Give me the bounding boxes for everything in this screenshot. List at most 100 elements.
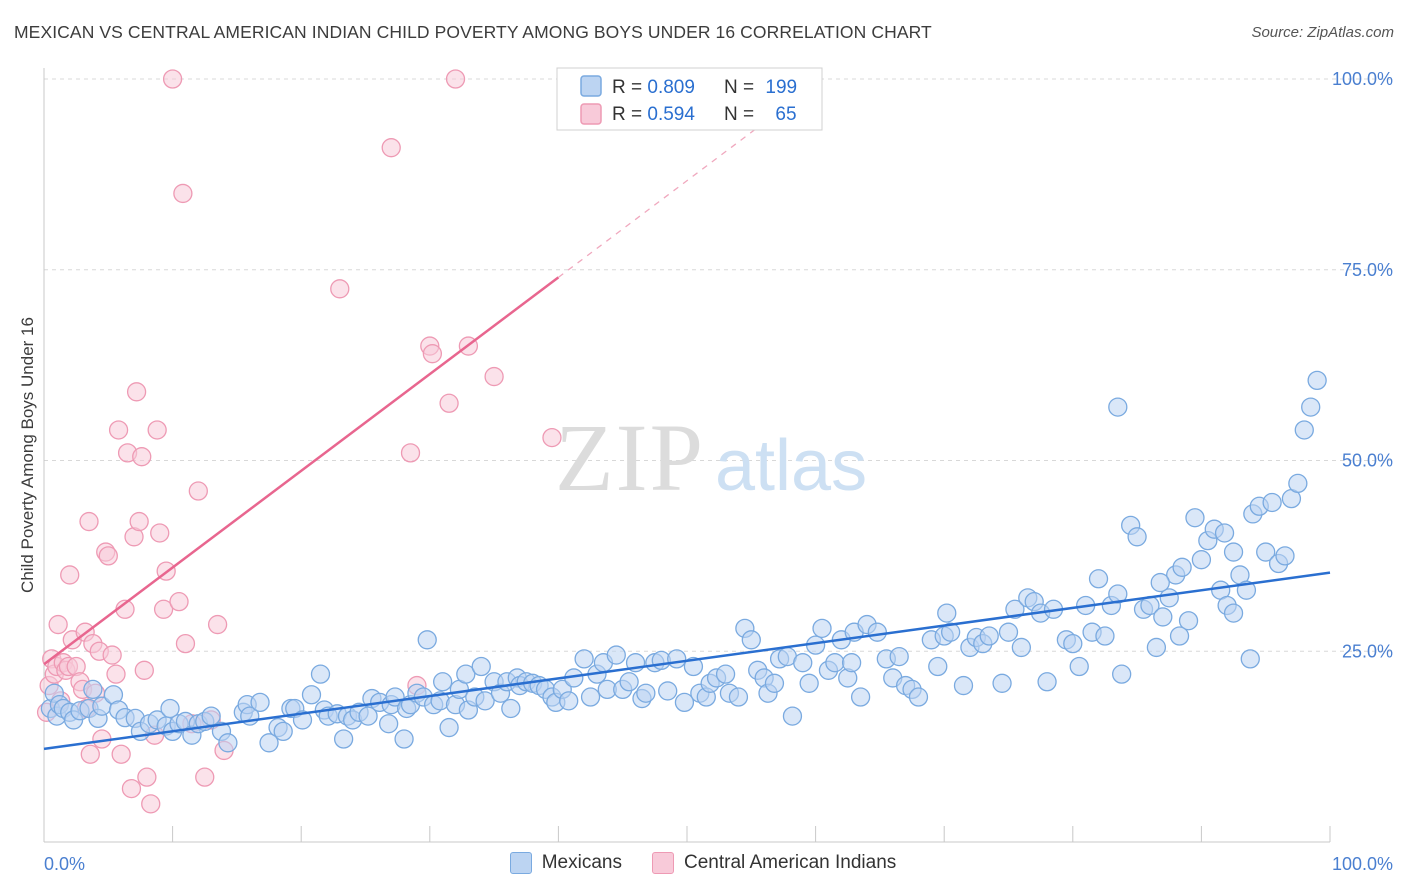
central-american-indians-point bbox=[162, 69, 183, 89]
mexicans-point bbox=[953, 675, 974, 696]
legend-item-central-american-indians: Central American Indians bbox=[651, 852, 897, 874]
mexicans-point bbox=[574, 649, 594, 669]
trend-lines bbox=[43, 78, 1331, 751]
mexicans-point bbox=[1262, 492, 1282, 513]
mexicans-points bbox=[40, 370, 1327, 753]
legend-r-label: R = bbox=[612, 104, 647, 125]
mexicans-point bbox=[867, 622, 887, 642]
mexicans-point bbox=[559, 691, 579, 711]
legend-swatch-central-american-indians bbox=[651, 852, 674, 874]
mexicans-point bbox=[471, 656, 491, 677]
mexicans-point bbox=[1214, 523, 1235, 543]
mexicans-point bbox=[83, 679, 103, 700]
legend-swatch-mexicans bbox=[580, 75, 602, 97]
legend-r-value: 0.594 bbox=[647, 104, 695, 125]
mexicans-point bbox=[728, 687, 749, 707]
mexicans-point bbox=[1088, 569, 1109, 589]
central-american-indians-point bbox=[542, 427, 562, 448]
mexicans-point bbox=[1037, 672, 1057, 692]
mexicans-point bbox=[292, 710, 313, 730]
mexicans-point bbox=[1307, 370, 1327, 391]
mexicans-point bbox=[998, 622, 1019, 642]
central-american-indians-point bbox=[79, 511, 99, 532]
mexicans-point bbox=[674, 692, 695, 713]
mexicans-point bbox=[667, 649, 687, 669]
stats-legend: R = 0.809 N = 199 R = 0.594 N = 65 bbox=[556, 67, 823, 131]
mexicans-point bbox=[218, 733, 238, 753]
mexicans-point bbox=[1223, 542, 1244, 562]
mexicans-point bbox=[1294, 420, 1314, 440]
central-american-indians-point bbox=[188, 481, 208, 501]
mexicans-point bbox=[658, 681, 678, 701]
central-american-indians-point bbox=[150, 523, 170, 543]
x-tick-label: 100.0% bbox=[1332, 854, 1393, 874]
mexicans-point bbox=[683, 656, 704, 677]
svg-text:N = 65: N = 65 bbox=[724, 104, 797, 125]
mexicans-point bbox=[433, 672, 453, 692]
mexicans-point bbox=[394, 729, 414, 749]
mexicans-point bbox=[1172, 557, 1192, 577]
mexicans-point bbox=[1185, 508, 1205, 528]
mexicans-point bbox=[301, 685, 322, 705]
mexicans-point bbox=[259, 733, 279, 753]
central-american-indians-point bbox=[129, 511, 149, 532]
mexicans-point bbox=[1256, 542, 1276, 562]
tick-labels: 25.0% 50.0% 75.0% 100.0% 0.0% 100.0% bbox=[44, 69, 1393, 874]
mexicans-point bbox=[201, 706, 221, 726]
central-american-indians-point bbox=[153, 599, 174, 619]
legend-n-label: N = bbox=[724, 104, 759, 125]
mexicans-trend-line bbox=[43, 571, 1331, 751]
mexicans-point bbox=[1112, 664, 1132, 684]
bottom-legend: Mexicans Central American Indians bbox=[0, 852, 1406, 874]
mexicans-point bbox=[1063, 633, 1083, 654]
mexicans-point bbox=[1153, 607, 1173, 627]
svg-text:R = 0.809: R = 0.809 bbox=[612, 77, 695, 98]
mexicans-point bbox=[940, 622, 961, 642]
mexicans-point bbox=[992, 673, 1012, 693]
central-american-indians-point bbox=[132, 447, 152, 467]
central-american-indians-point bbox=[175, 633, 196, 654]
y-tick-label: 75.0% bbox=[1342, 260, 1393, 280]
mexicans-point bbox=[1108, 397, 1128, 417]
central-american-indians-point bbox=[173, 183, 193, 204]
mexicans-point bbox=[475, 691, 495, 711]
central-american-indians-point bbox=[422, 344, 443, 364]
central-american-indians-point bbox=[98, 546, 118, 566]
mexicans-point bbox=[928, 656, 948, 677]
legend-label-central-american-indians: Central American Indians bbox=[683, 852, 897, 873]
central-american-indians-point bbox=[439, 393, 459, 413]
watermark-atlas: atlas bbox=[715, 426, 867, 506]
mexicans-point bbox=[273, 721, 293, 742]
central-american-indians-point bbox=[169, 592, 189, 612]
central-american-indians-point bbox=[60, 565, 80, 585]
mexicans-point bbox=[1108, 584, 1128, 604]
central-american-indians-point bbox=[445, 69, 466, 89]
mexicans-point bbox=[1011, 637, 1032, 658]
mexicans-point bbox=[793, 653, 813, 673]
central-american-indians-point bbox=[141, 794, 161, 814]
y-tick-label: 50.0% bbox=[1342, 451, 1393, 471]
central-american-indians-point bbox=[484, 366, 504, 387]
watermark: ZIP atlas bbox=[555, 404, 867, 511]
mexicans-point bbox=[850, 687, 871, 707]
mexicans-point bbox=[636, 683, 656, 703]
mexicans-point bbox=[937, 603, 957, 623]
mexicans-point bbox=[715, 664, 736, 684]
mexicans-point bbox=[580, 687, 601, 707]
mexicans-point bbox=[825, 653, 845, 673]
mexicans-point bbox=[250, 692, 270, 713]
mexicans-point bbox=[160, 698, 180, 719]
central-american-indians-point bbox=[207, 614, 228, 635]
mexicans-point bbox=[908, 687, 929, 707]
mexicans-point bbox=[812, 618, 832, 639]
mexicans-point bbox=[417, 630, 437, 650]
central-american-indians-point bbox=[106, 664, 126, 684]
x-tick-label: 0.0% bbox=[44, 854, 85, 874]
mexicans-point bbox=[1169, 626, 1190, 646]
legend-n-label: N = bbox=[724, 77, 759, 98]
mexicans-point bbox=[1127, 527, 1147, 547]
mexicans-point bbox=[456, 664, 476, 684]
central-american-indians-point bbox=[330, 279, 350, 299]
mexicans-point bbox=[1223, 603, 1244, 623]
